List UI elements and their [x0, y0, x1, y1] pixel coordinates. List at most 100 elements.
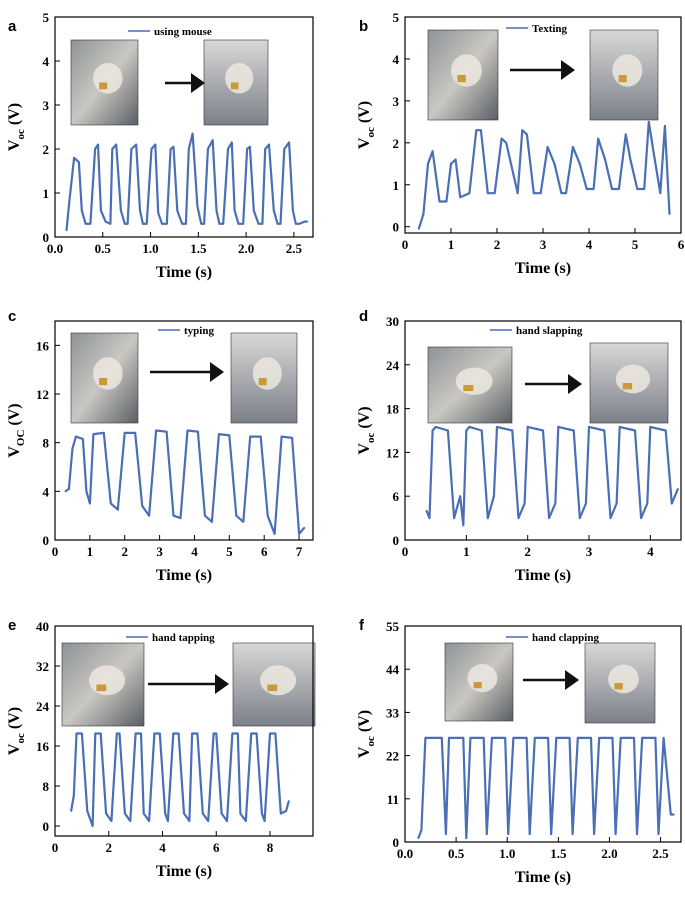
data-point — [230, 141, 233, 144]
x-tick-label: 0.0 — [397, 846, 413, 861]
data-point — [196, 205, 199, 208]
data-point — [525, 737, 528, 739]
data-point — [292, 209, 294, 212]
data-point — [172, 732, 175, 735]
data-point — [142, 812, 145, 815]
y-axis-symbol: V — [356, 137, 373, 149]
y-tick-label: 4 — [43, 54, 50, 69]
inset-photo-before — [70, 332, 139, 424]
y-axis-unit: (V) — [6, 403, 23, 425]
data-point — [274, 732, 277, 735]
sensor-patch — [457, 75, 466, 83]
glove-shape — [451, 54, 482, 87]
data-point — [445, 200, 448, 203]
data-point — [465, 837, 468, 839]
y-tick-label: 3 — [393, 94, 400, 109]
data-point — [244, 820, 247, 822]
data-point — [86, 810, 89, 812]
data-point — [153, 732, 156, 735]
y-tick-label: 2 — [43, 142, 50, 157]
data-point — [444, 833, 447, 836]
data-point — [166, 820, 169, 822]
data-point — [618, 425, 621, 428]
data-point — [191, 132, 194, 135]
data-point — [264, 148, 267, 150]
y-tick-label: 11 — [387, 792, 399, 807]
data-point — [145, 222, 148, 225]
data-point — [306, 220, 309, 223]
data-point — [546, 146, 549, 148]
x-axis-label: Time (s) — [156, 567, 212, 584]
data-point — [664, 125, 666, 127]
data-point — [268, 143, 270, 146]
series — [64, 429, 306, 536]
data-point — [417, 227, 420, 230]
data-point — [261, 222, 264, 225]
data-point — [72, 795, 75, 797]
data-point — [109, 222, 112, 225]
inset-photo-after — [232, 642, 316, 727]
y-tick-label: 40 — [36, 619, 49, 634]
sensor-patch — [99, 82, 108, 90]
data-point — [636, 833, 638, 836]
data-point — [102, 432, 105, 434]
data-point — [493, 495, 495, 498]
data-point — [215, 209, 218, 212]
glove-shape — [608, 664, 639, 694]
sensor-patch — [267, 684, 278, 692]
data-point — [640, 517, 643, 519]
data-point — [287, 800, 290, 802]
legend-label: hand slapping — [516, 325, 583, 337]
data-point — [454, 158, 457, 161]
data-point — [110, 820, 113, 822]
data-point — [646, 502, 649, 505]
data-point — [155, 429, 158, 432]
sensor-patch — [463, 385, 474, 392]
data-point — [250, 732, 253, 735]
data-point — [422, 213, 425, 216]
data-point — [269, 732, 271, 735]
y-axis-label: Voc (V) — [356, 406, 377, 454]
data-point — [523, 502, 526, 505]
data-point — [68, 488, 70, 490]
data-point — [183, 812, 185, 815]
data-point — [291, 436, 293, 439]
data-point — [94, 148, 97, 150]
data-point — [73, 156, 76, 159]
x-tick-label: 4 — [191, 544, 198, 559]
data-point — [164, 812, 167, 815]
inset-photo-before — [61, 642, 145, 727]
data-point — [568, 737, 571, 739]
y-axis-subscript: OC — [15, 430, 27, 447]
data-point — [634, 429, 636, 432]
data-point — [493, 192, 496, 195]
data-point — [169, 148, 172, 150]
data-point — [68, 200, 71, 203]
data-point — [485, 833, 488, 836]
y-tick-label: 33 — [386, 705, 400, 720]
data-point — [242, 222, 245, 225]
x-tick-label: 8 — [267, 840, 274, 855]
data-point — [425, 509, 428, 512]
data-point — [633, 737, 635, 739]
x-axis-label: Time (s) — [156, 863, 212, 880]
data-point — [486, 517, 489, 519]
data-point — [233, 209, 236, 212]
y-tick-label: 8 — [43, 779, 50, 794]
data-point — [303, 526, 306, 529]
y-tick-label: 24 — [36, 699, 50, 714]
y-tick-label: 8 — [43, 436, 50, 451]
y-axis-symbol: V — [6, 446, 23, 458]
y-tick-label: 4 — [393, 52, 400, 67]
arrow-head — [561, 60, 575, 80]
data-point — [203, 222, 205, 225]
y-axis-symbol: V — [356, 746, 373, 758]
data-point — [227, 148, 229, 150]
data-point — [670, 502, 673, 505]
data-point — [91, 825, 94, 827]
y-tick-label: 16 — [36, 338, 50, 353]
data-point — [611, 188, 613, 190]
series-line — [64, 429, 306, 536]
